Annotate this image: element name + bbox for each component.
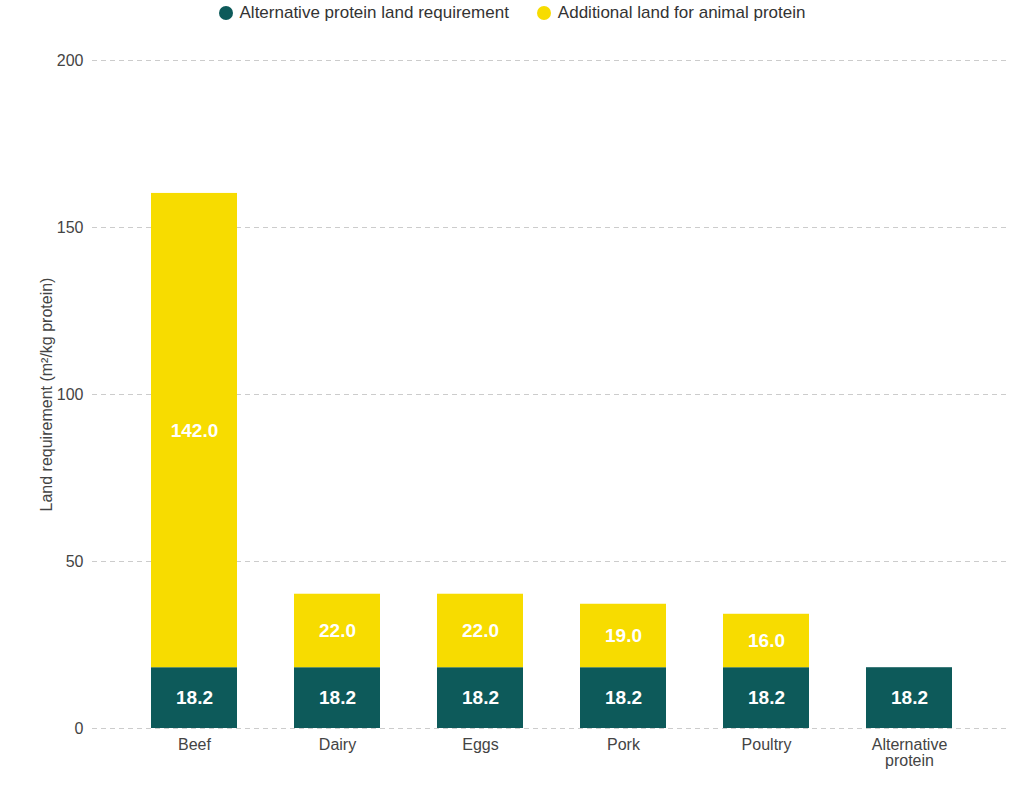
- html-text:Alternative protein land requi: Alternative protein land requirement: [239, 3, 509, 22]
- svg-text:18.2: 18.2: [748, 687, 785, 708]
- svg-text:18.2: 18.2: [176, 687, 213, 708]
- svg-text:Pork: Pork: [607, 736, 641, 753]
- svg-text:18.2: 18.2: [319, 687, 356, 708]
- svg-text:142.0: 142.0: [171, 420, 219, 441]
- html-text:Additional land for animal pro: Additional land for animal protein: [557, 3, 806, 22]
- svg-text:18.2: 18.2: [462, 687, 499, 708]
- svg-text:22.0: 22.0: [319, 620, 356, 641]
- svg-text:19.0: 19.0: [605, 625, 642, 646]
- svg-text:16.0: 16.0: [748, 630, 785, 651]
- svg-text:Land requirement (m²/kg protei: Land requirement (m²/kg protein): [38, 278, 55, 512]
- svg-text:Eggs: Eggs: [462, 736, 498, 753]
- svg-text:Dairy: Dairy: [319, 736, 356, 753]
- svg-text:0: 0: [75, 720, 84, 737]
- svg-text:150: 150: [57, 219, 84, 236]
- svg-text:22.0: 22.0: [462, 620, 499, 641]
- svg-text:Alternativeprotein: Alternativeprotein: [872, 736, 948, 769]
- svg-text:100: 100: [57, 386, 84, 403]
- svg-text:Beef: Beef: [178, 736, 211, 753]
- svg-text:18.2: 18.2: [605, 687, 642, 708]
- svg-text:18.2: 18.2: [891, 687, 928, 708]
- svg-text:200: 200: [57, 52, 84, 69]
- svg-text:Poultry: Poultry: [742, 736, 792, 753]
- svg-text:50: 50: [66, 553, 84, 570]
